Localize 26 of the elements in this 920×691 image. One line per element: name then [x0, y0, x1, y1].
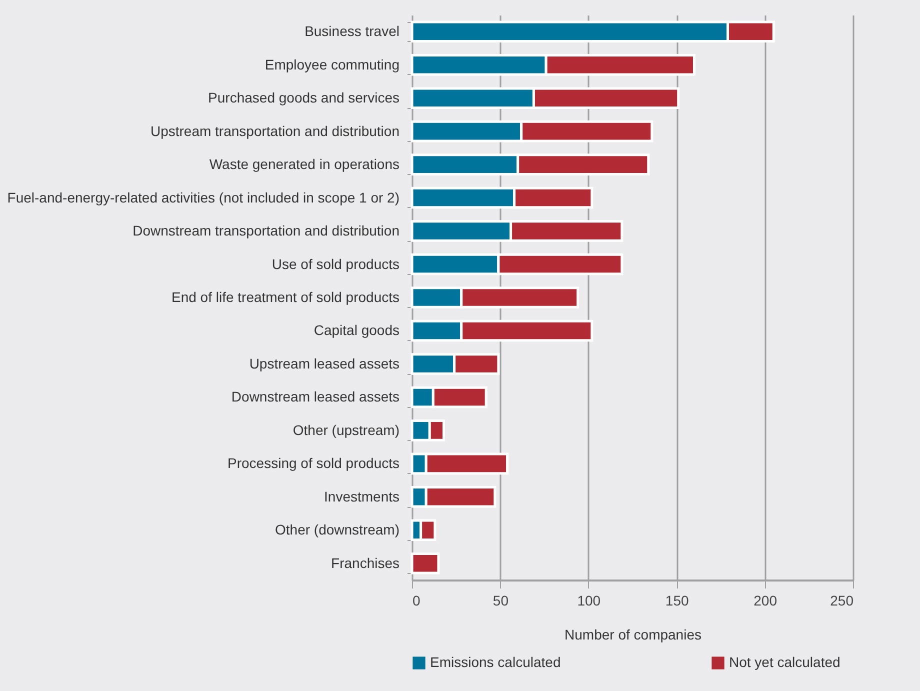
- y-tick-label: Use of sold products: [272, 256, 400, 272]
- y-tick-label: End of life treatment of sold products: [171, 289, 400, 305]
- legend-label: Not yet calculated: [729, 654, 840, 670]
- x-tick-label: 50: [492, 592, 509, 608]
- x-tick-label: 200: [754, 592, 778, 608]
- y-tick-label: Downstream transportation and distribution: [132, 222, 400, 239]
- y-tick-label: Fuel-and-energy-related activities (not included in scope 1 or 2): [7, 189, 400, 206]
- y-tick-label: Downstream leased assets: [231, 388, 400, 405]
- x-axis-title: Number of companies: [564, 626, 702, 642]
- y-tick-label: Employee commuting: [264, 56, 400, 72]
- y-tick-label: Upstream transportation and distribution: [150, 122, 400, 139]
- y-tick-label: Investments: [324, 488, 400, 504]
- y-tick-label: Waste generated in operations: [209, 156, 400, 172]
- y-tick-label: Processing of sold products: [228, 455, 400, 472]
- x-tick-label: 0: [412, 592, 420, 608]
- x-tick-label: 250: [830, 592, 854, 608]
- y-tick-label: Business travel: [304, 23, 400, 40]
- y-tick-label: Other (downstream): [275, 522, 400, 538]
- y-tick-label: Other (upstream): [292, 422, 400, 438]
- y-tick-label: Capital goods: [314, 322, 400, 338]
- y-tick-label: Purchased goods and services: [208, 90, 400, 106]
- x-tick-label: 100: [577, 592, 601, 608]
- y-tick-label: Franchises: [331, 554, 400, 571]
- x-tick-label: 150: [665, 592, 689, 608]
- legend-label: Emissions calculated: [430, 654, 561, 670]
- y-tick-label: Upstream leased assets: [249, 355, 400, 372]
